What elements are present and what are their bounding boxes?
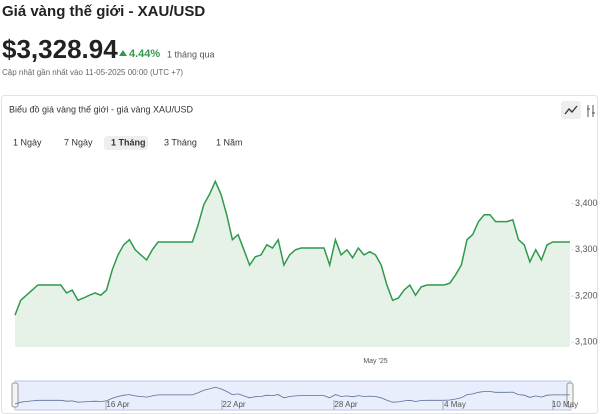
y-tick-label: 3,200 [575,290,598,300]
y-tick-label: 3,400 [575,198,598,208]
navigator-label: 4 May [444,400,466,409]
navigator-label: 22 Apr [222,400,245,409]
change: 4.44% [129,48,160,60]
tab[interactable]: 3 Tháng [164,137,197,147]
line-icon [564,105,578,115]
price-line [14,179,570,316]
tab-active-bg [104,136,148,150]
page-title: Giá vàng thế giới - XAU/USD [2,3,205,20]
navigator-label: 10 May [552,400,578,409]
tab[interactable]: 1 Tháng [111,137,146,147]
updated: Cập nhật gần nhất vào 11-05-2025 00:00 (… [2,68,183,77]
line-icon-button[interactable] [561,101,581,119]
navigator-label: 16 Apr [106,400,129,409]
y-tick-label: 3,300 [575,244,598,254]
candle-icon[interactable] [587,105,595,117]
area [15,181,570,347]
card-title: Biểu đồ giá vàng thế giới - giá vàng XAU… [9,104,194,114]
tab[interactable]: 1 Năm [216,137,243,147]
tab[interactable]: 1 Ngày [13,137,42,147]
navigator-label: 28 Apr [334,400,357,409]
navigator[interactable] [14,380,572,411]
x-tick-label: May '25 [363,358,387,365]
navigator-line [14,386,570,405]
up-arrow [119,50,127,56]
y-tick-label: 3,100 [575,337,598,347]
navigator-handle[interactable] [11,382,19,408]
price: $3,328.94 [2,34,118,64]
period: 1 tháng qua [167,49,215,59]
tab[interactable]: 7 Ngày [64,137,93,147]
